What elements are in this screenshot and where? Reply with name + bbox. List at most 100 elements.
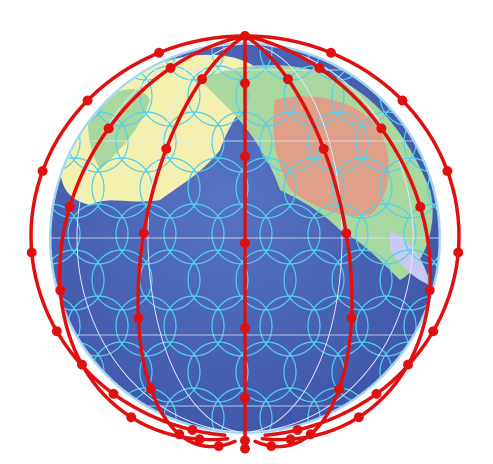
beam [355, 203, 417, 265]
beam [307, 111, 369, 173]
beam [51, 295, 81, 357]
satellite [424, 285, 435, 296]
satellite [161, 143, 172, 154]
grid-line [147, 44, 343, 432]
beam [163, 203, 225, 265]
beam [403, 44, 439, 81]
satellite [376, 123, 387, 134]
satellite [37, 166, 48, 177]
satellite [397, 95, 408, 106]
satellite [108, 388, 119, 399]
satellite [138, 228, 149, 239]
beam [211, 111, 273, 173]
satellite [197, 74, 208, 85]
satellite [282, 74, 293, 85]
beam [211, 203, 273, 265]
satellite [428, 326, 439, 337]
satellite [240, 78, 250, 89]
beam [283, 157, 345, 219]
orbit [29, 34, 247, 437]
beam [51, 203, 81, 265]
satellite [240, 323, 250, 334]
satellite [165, 63, 176, 74]
beam [379, 65, 439, 127]
beam [259, 295, 321, 357]
land-mass [390, 230, 430, 285]
satellite [133, 313, 144, 324]
satellite [240, 151, 250, 162]
satellite [240, 435, 250, 446]
satellite [194, 434, 205, 445]
satellite [334, 384, 345, 395]
satellite [145, 384, 156, 395]
satellite [285, 434, 296, 445]
beam [307, 295, 369, 357]
beam [91, 249, 153, 311]
beam [67, 44, 129, 81]
beam [355, 295, 417, 357]
beam [139, 341, 201, 403]
satellite [415, 201, 426, 212]
beam [235, 341, 297, 403]
beam [51, 111, 81, 173]
beam [379, 249, 439, 311]
beam [211, 387, 273, 432]
satellite [318, 143, 329, 154]
beam [163, 111, 225, 173]
satellite [346, 313, 357, 324]
satellite [314, 63, 325, 74]
beam [235, 157, 297, 219]
orbits [26, 30, 464, 454]
beam [67, 203, 129, 265]
beam [51, 44, 81, 81]
orbit [243, 34, 461, 437]
beam [427, 341, 439, 403]
beam [187, 157, 249, 219]
beam [115, 111, 177, 173]
satellite [442, 166, 453, 177]
beam [187, 65, 249, 127]
satellite [353, 412, 364, 423]
beam [379, 157, 439, 219]
beam [51, 157, 105, 219]
satellite [240, 237, 250, 248]
beam [211, 295, 273, 357]
satellite [341, 228, 352, 239]
satellite [453, 247, 464, 258]
beam [307, 203, 369, 265]
satellite [187, 424, 198, 435]
satellite [325, 47, 336, 58]
satellite [51, 326, 62, 337]
beam [115, 203, 177, 265]
satellite [292, 424, 303, 435]
beam [235, 65, 297, 127]
beam [51, 387, 81, 432]
satellite [240, 443, 250, 454]
beam [115, 295, 177, 357]
beam [163, 295, 225, 357]
beam [283, 249, 345, 311]
satellite [103, 123, 114, 134]
beam [187, 341, 249, 403]
beam [427, 157, 439, 219]
beam [403, 387, 439, 432]
pole-hub [240, 30, 250, 41]
satellite [26, 247, 37, 258]
satellite [55, 285, 66, 296]
beam [331, 249, 393, 311]
orbit [243, 34, 433, 442]
satellite [64, 201, 75, 212]
orbit [57, 34, 247, 442]
orbit [243, 34, 354, 449]
satellite [213, 441, 224, 452]
beam [259, 203, 321, 265]
satellite [305, 429, 316, 440]
satellite [266, 441, 277, 452]
beam [403, 203, 439, 265]
beam [51, 249, 105, 311]
beam [139, 157, 201, 219]
grid-line [76, 44, 414, 432]
satellite [240, 392, 250, 403]
satellite [402, 359, 413, 370]
